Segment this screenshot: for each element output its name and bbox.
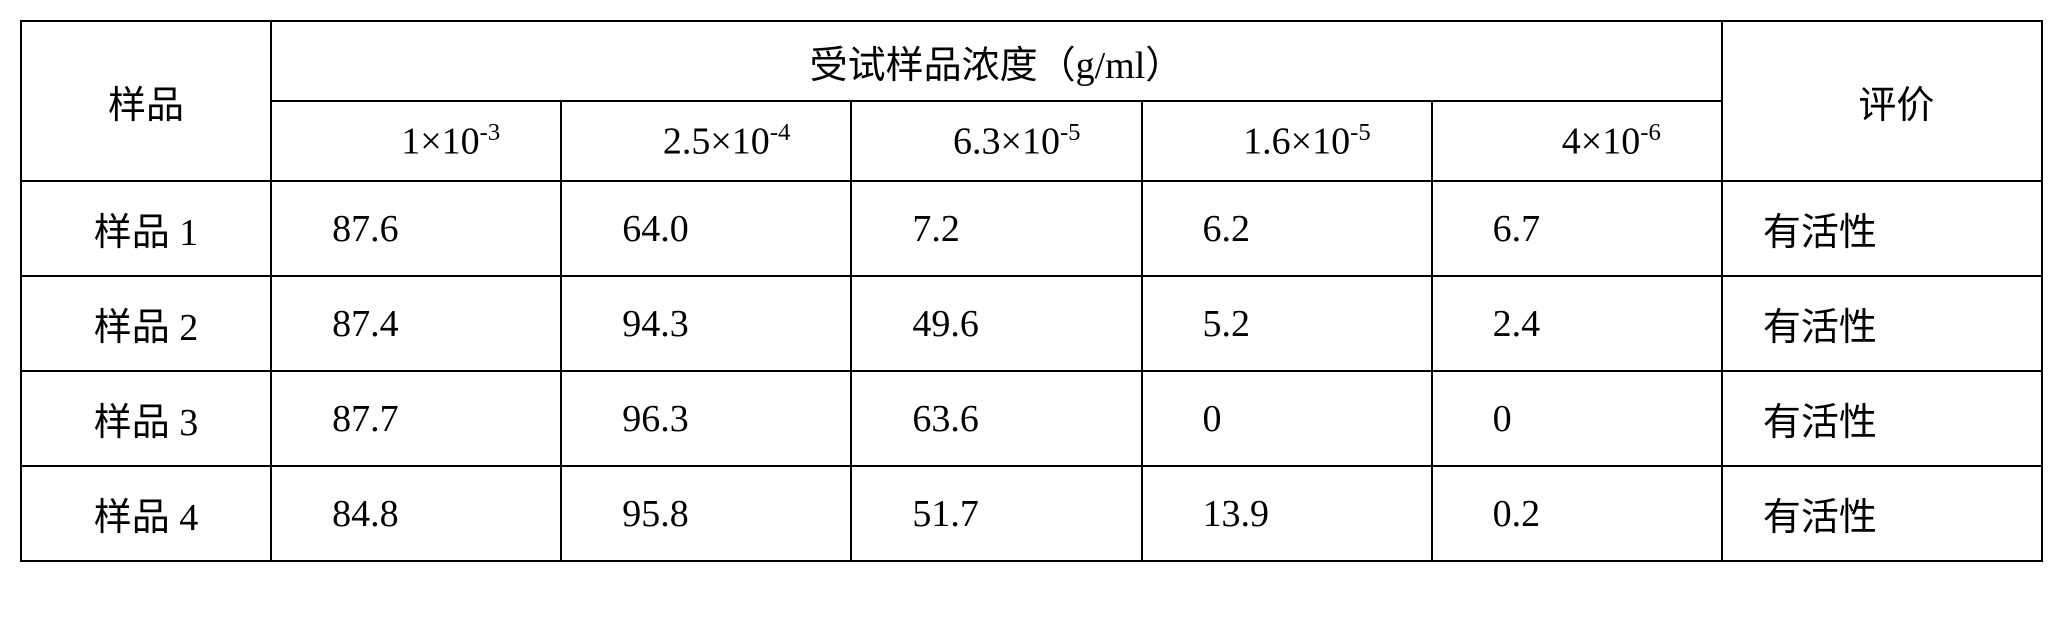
conc-base: 6.3×10 [953,120,1060,162]
cell-sample: 样品 1 [21,181,271,276]
conc-base: 1×10 [401,120,479,162]
cell-eval: 有活性 [1722,371,2042,466]
cell-value: 84.8 [271,466,561,561]
activity-table: 样品 受试样品浓度（g/ml） 评价 1×10-3 2.5×10-4 6.3×1… [20,20,2043,562]
cell-value: 0.2 [1432,466,1722,561]
cell-value: 87.7 [271,371,561,466]
cell-value: 94.3 [561,276,851,371]
header-conc-1: 2.5×10-4 [561,101,851,181]
table-row: 样品 1 87.6 64.0 7.2 6.2 6.7 有活性 [21,181,2042,276]
cell-sample: 样品 2 [21,276,271,371]
table-row: 样品 4 84.8 95.8 51.7 13.9 0.2 有活性 [21,466,2042,561]
cell-value: 87.6 [271,181,561,276]
header-eval: 评价 [1722,21,2042,181]
cell-value: 2.4 [1432,276,1722,371]
cell-value: 0 [1142,371,1432,466]
conc-exp: -5 [1350,119,1371,146]
conc-exp: -5 [1060,119,1081,146]
cell-value: 13.9 [1142,466,1432,561]
table-row: 样品 3 87.7 96.3 63.6 0 0 有活性 [21,371,2042,466]
cell-value: 0 [1432,371,1722,466]
cell-value: 63.6 [851,371,1141,466]
cell-value: 96.3 [561,371,851,466]
cell-value: 87.4 [271,276,561,371]
header-conc-group: 受试样品浓度（g/ml） [271,21,1722,101]
cell-value: 5.2 [1142,276,1432,371]
cell-value: 51.7 [851,466,1141,561]
header-conc-3: 1.6×10-5 [1142,101,1432,181]
header-sample: 样品 [21,21,271,181]
cell-eval: 有活性 [1722,466,2042,561]
header-conc-0: 1×10-3 [271,101,561,181]
cell-value: 6.2 [1142,181,1432,276]
conc-exp: -3 [480,119,501,146]
header-conc-2: 6.3×10-5 [851,101,1141,181]
cell-sample: 样品 4 [21,466,271,561]
conc-base: 4×10 [1562,120,1640,162]
cell-eval: 有活性 [1722,181,2042,276]
cell-value: 7.2 [851,181,1141,276]
cell-value: 95.8 [561,466,851,561]
conc-base: 1.6×10 [1243,120,1350,162]
conc-base: 2.5×10 [663,120,770,162]
cell-eval: 有活性 [1722,276,2042,371]
cell-value: 49.6 [851,276,1141,371]
table-row: 样品 2 87.4 94.3 49.6 5.2 2.4 有活性 [21,276,2042,371]
cell-value: 6.7 [1432,181,1722,276]
header-conc-4: 4×10-6 [1432,101,1722,181]
conc-exp: -6 [1640,119,1661,146]
cell-value: 64.0 [561,181,851,276]
conc-exp: -4 [770,119,791,146]
header-row-1: 样品 受试样品浓度（g/ml） 评价 [21,21,2042,101]
cell-sample: 样品 3 [21,371,271,466]
